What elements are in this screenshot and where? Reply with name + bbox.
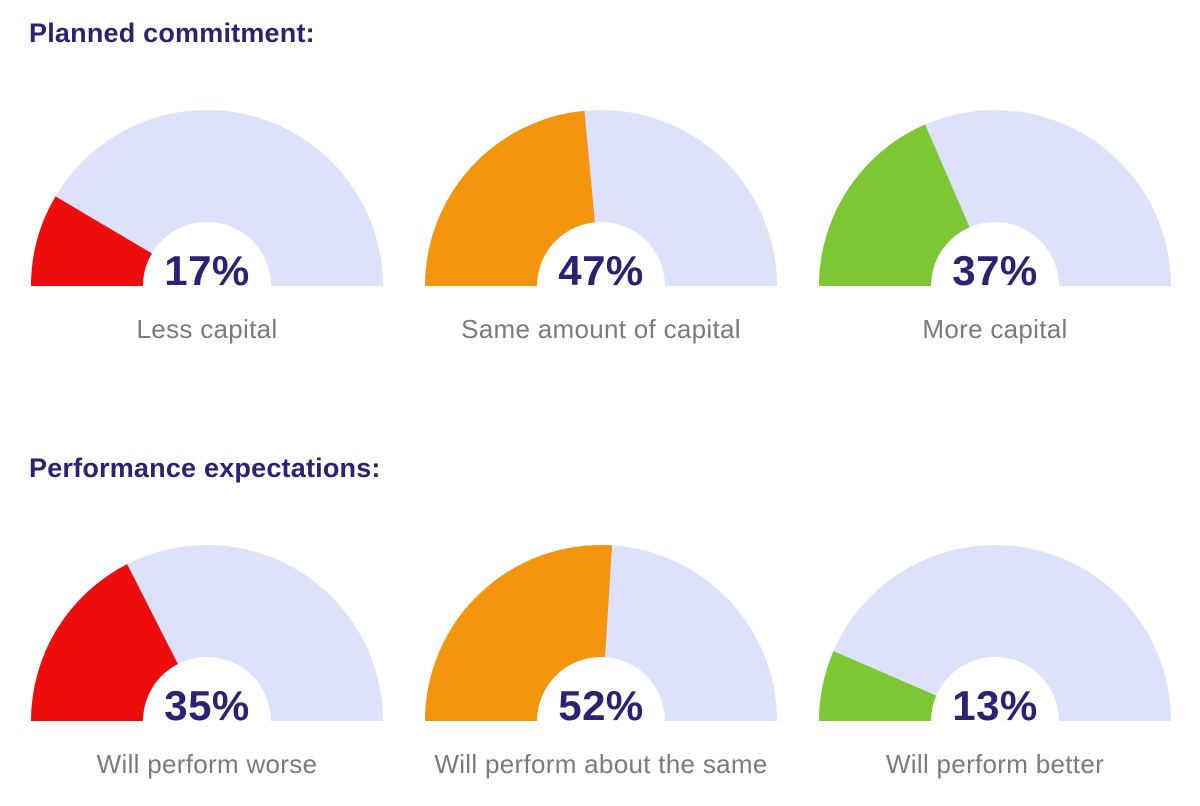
section-title: Performance expectations: [29, 453, 381, 483]
section-planned-commitment: Planned commitment: 17% Less capital [0, 18, 1200, 344]
gauge-chart-wrap: 37% [817, 108, 1173, 292]
gauge-label: Same amount of capital [461, 314, 741, 344]
gauge-less-capital: 17% Less capital [29, 108, 385, 344]
gauge-chart [31, 545, 383, 721]
gauge-value: 13% [952, 682, 1038, 729]
gauge-same-amount-of-capital: 47% Same amount of capital [423, 108, 779, 344]
gauge-label: Less capital [136, 314, 278, 344]
gauge-value: 52% [558, 682, 644, 729]
gauge-fill [425, 110, 595, 286]
gauge-value: 37% [952, 247, 1038, 294]
gauge-value: 17% [164, 247, 250, 294]
gauge-fill [425, 545, 613, 721]
gauge-value: 35% [164, 682, 250, 729]
section-title: Planned commitment: [29, 18, 315, 48]
gauge-chart-wrap: 47% [423, 108, 779, 292]
gauge-fill [819, 124, 970, 286]
gauge-chart-wrap: 35% [29, 543, 385, 727]
gauge-chart-wrap: 52% [423, 543, 779, 727]
gauge-label: Will perform better [885, 749, 1105, 779]
gauge-chart [31, 110, 383, 286]
gauge-fill [31, 564, 178, 721]
gauge-row-performance-expectations: 35% Will perform worse 52% Will perform … [29, 543, 1171, 779]
gauge-will-perform-about-the-same: 52% Will perform about the same [423, 543, 779, 779]
gauge-chart [819, 545, 1171, 721]
gauge-fill [819, 651, 937, 721]
gauge-track [819, 545, 1171, 721]
gauge-label: Will perform worse [96, 749, 318, 779]
gauge-value: 47% [558, 247, 644, 294]
gauge-label: Will perform about the same [434, 749, 768, 779]
gauge-more-capital: 37% More capital [817, 108, 1173, 344]
gauge-will-perform-better: 13% Will perform better [817, 543, 1173, 779]
gauge-row-planned-commitment: 17% Less capital 47% Same amount of capi… [29, 108, 1171, 344]
gauge-chart [425, 110, 777, 286]
gauge-chart [819, 110, 1171, 286]
section-performance-expectations: Performance expectations: 35% Will perfo… [0, 453, 1200, 779]
gauge-fill [31, 196, 152, 286]
gauge-chart-wrap: 13% [817, 543, 1173, 727]
gauge-chart [425, 545, 777, 721]
gauge-chart-wrap: 17% [29, 108, 385, 292]
gauge-label: More capital [922, 314, 1068, 344]
gauge-will-perform-worse: 35% Will perform worse [29, 543, 385, 779]
